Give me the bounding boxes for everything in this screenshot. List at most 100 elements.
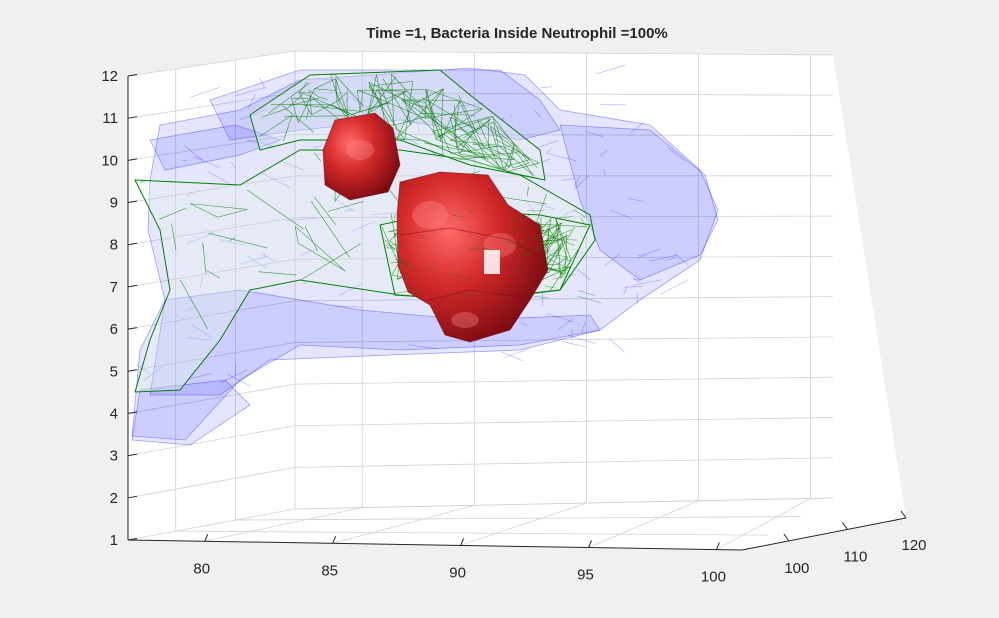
- x-grid-line: [332, 504, 475, 544]
- nucleus-mesh-edge: [206, 270, 221, 279]
- nucleus-mesh-edge: [402, 93, 412, 125]
- nucleus-mesh-edge: [393, 115, 430, 126]
- nucleus-mesh-edge: [413, 103, 431, 109]
- membrane-facet: [504, 348, 530, 359]
- z-grid-line: [294, 215, 834, 218]
- membrane-facet: [335, 305, 363, 308]
- membrane-facet: [137, 364, 151, 375]
- nucleus-mesh-edge: [432, 116, 493, 132]
- membrane-facet: [610, 209, 633, 220]
- membrane-facet: [659, 280, 688, 296]
- z-tick-label: 6: [110, 321, 118, 338]
- nucleus-mesh-edge: [367, 74, 377, 114]
- nucleus-mesh-edge: [459, 155, 516, 160]
- nucleus-mesh-edge: [230, 237, 235, 241]
- nucleus-overlay-edge: [405, 268, 411, 278]
- nucleus-overlay-edge: [544, 256, 568, 269]
- nucleus-overlay-edge: [510, 215, 531, 221]
- x-tick-label: 90: [449, 564, 466, 581]
- z-tick-mark: [127, 327, 138, 330]
- z-tick-label: 4: [110, 405, 118, 422]
- membrane-facet: [344, 209, 355, 212]
- nucleus-mesh-edge: [459, 128, 476, 155]
- z-tick-label: 9: [110, 195, 118, 212]
- membrane-facet: [584, 130, 604, 138]
- nucleus-mesh-edge: [189, 203, 248, 210]
- nucleus-mesh-edge: [327, 201, 364, 212]
- z-grid-line: [294, 376, 834, 385]
- membrane-facet: [674, 253, 689, 266]
- nucleus-mesh-edge: [456, 118, 491, 149]
- nucleus-overlay-edge: [393, 289, 419, 294]
- nucleus-mesh-edge: [404, 81, 413, 140]
- nucleus-overlay-edge: [394, 258, 417, 272]
- membrane-patch: [559, 124, 719, 281]
- nucleus-mesh-edge: [401, 99, 442, 139]
- nucleus-mesh-edge: [304, 226, 318, 252]
- membrane-facet: [596, 64, 626, 75]
- membrane-facet: [568, 335, 596, 344]
- membrane-facet: [190, 86, 221, 98]
- membrane-facet: [186, 307, 196, 311]
- nucleus-mesh-edge: [430, 107, 452, 154]
- membrane-facet: [218, 238, 245, 246]
- z-tick-mark: [127, 538, 138, 541]
- membrane-facet: [501, 351, 524, 362]
- membrane-facet: [247, 93, 257, 109]
- nucleus-mesh-edge: [506, 162, 540, 172]
- membrane-facet: [265, 136, 285, 149]
- nucleus-mesh-edge: [497, 145, 534, 176]
- membrane-patch: [149, 289, 601, 396]
- x-tick-label: 80: [193, 560, 210, 577]
- nucleus-mesh-edge: [366, 75, 397, 117]
- nucleus-mesh-edge: [247, 189, 304, 230]
- nucleus-mesh-edge: [189, 203, 219, 218]
- membrane-facet: [563, 208, 579, 216]
- x-tick-mark: [460, 538, 465, 546]
- nucleus-mesh-edge: [281, 104, 315, 133]
- nucleus-mesh-edge: [391, 73, 395, 126]
- membrane-facet: [599, 149, 608, 157]
- z-grid-line: [127, 92, 296, 119]
- y-tick-mark: [900, 510, 907, 519]
- nucleus-mesh-edge: [462, 118, 491, 139]
- membrane-facet: [546, 148, 553, 154]
- nucleus-overlay-edge: [504, 241, 520, 246]
- nucleus-overlay-edge: [548, 253, 563, 260]
- z-grid-line: [127, 383, 296, 414]
- z-grid-line: [127, 175, 296, 203]
- membrane-patch: [149, 124, 282, 171]
- nucleus-mesh-edge: [453, 119, 459, 127]
- nucleus-overlay-edge: [527, 294, 549, 299]
- membrane-facet: [536, 203, 555, 210]
- nucleus-mesh-edge: [287, 93, 304, 109]
- nucleus-overlay-edge: [515, 262, 527, 274]
- nucleus-mesh-edge: [302, 104, 361, 112]
- nucleus-mesh-edge: [509, 145, 515, 167]
- z-tick-mark: [127, 453, 138, 457]
- z-tick-mark: [127, 116, 138, 119]
- nucleus-overlay-edge: [557, 238, 578, 241]
- nucleus-overlay-edge: [394, 254, 414, 266]
- nucleus-mesh-edge: [376, 89, 387, 100]
- membrane-facet: [573, 175, 590, 190]
- membrane-facet: [561, 177, 576, 181]
- nucleus-mesh-edge: [295, 226, 346, 272]
- nucleus-mesh-edge: [560, 256, 568, 275]
- nucleus-patch: [249, 69, 546, 181]
- nucleus-mesh-edge: [208, 232, 268, 249]
- nucleus-mesh-edge: [299, 82, 308, 94]
- z-tick-mark: [127, 411, 138, 414]
- nucleus-mesh-edge: [459, 153, 485, 158]
- z-grid-line: [294, 255, 834, 260]
- membrane-facet: [632, 277, 640, 283]
- nucleus-mesh-edge: [139, 180, 144, 183]
- nucleus-mesh-edge: [368, 81, 414, 105]
- nucleus-overlay-edge: [552, 274, 575, 280]
- z-grid-line: [294, 50, 834, 56]
- z-tick-label: 7: [110, 279, 118, 296]
- nucleus-overlay-edge: [580, 218, 586, 226]
- nucleus-mesh-edge: [472, 143, 497, 147]
